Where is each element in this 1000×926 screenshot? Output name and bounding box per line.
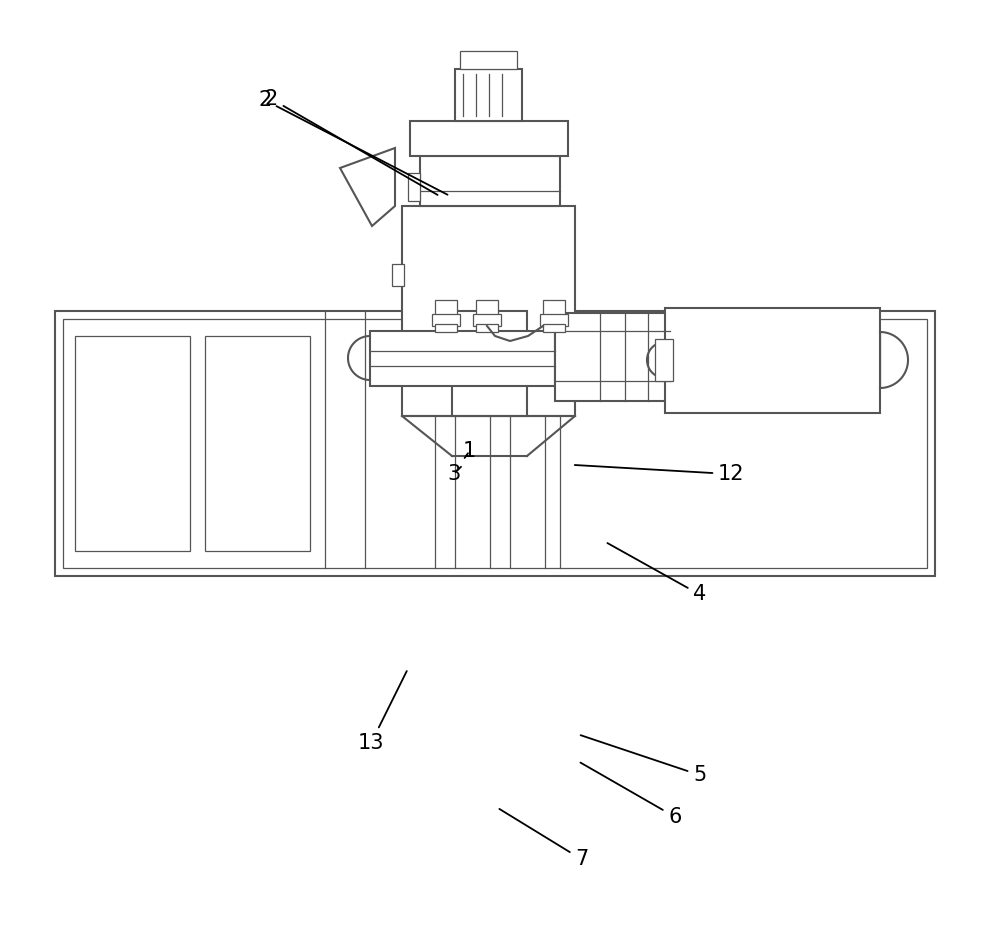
Bar	[435, 300, 457, 316]
Text: 12: 12	[575, 464, 744, 484]
Bar	[392, 264, 404, 286]
Polygon shape	[340, 148, 395, 226]
Bar	[435, 324, 457, 332]
Bar	[476, 300, 498, 316]
Text: 1: 1	[463, 441, 476, 461]
Bar	[410, 121, 568, 156]
Bar	[555, 313, 670, 401]
Bar	[402, 206, 575, 416]
Text: 2: 2	[258, 90, 448, 194]
Text: 13: 13	[358, 671, 407, 753]
Text: 5: 5	[581, 735, 706, 785]
Polygon shape	[402, 416, 575, 456]
Bar	[370, 331, 555, 386]
Bar	[540, 314, 568, 326]
Bar	[205, 336, 310, 551]
Text: 7: 7	[499, 809, 588, 870]
Bar	[543, 300, 565, 316]
Text: 3: 3	[447, 464, 461, 484]
Bar	[408, 173, 420, 201]
Bar	[476, 324, 498, 332]
Bar	[452, 311, 527, 416]
Bar	[460, 51, 517, 69]
Bar	[543, 324, 565, 332]
Bar	[75, 336, 190, 551]
Bar	[655, 339, 673, 381]
Text: 6: 6	[580, 762, 681, 827]
Bar	[432, 314, 460, 326]
Bar	[665, 308, 880, 413]
Bar	[63, 319, 927, 568]
Text: 4: 4	[607, 543, 706, 605]
Bar	[455, 69, 522, 121]
Bar	[55, 311, 935, 576]
Bar	[420, 156, 560, 206]
Text: 2: 2	[265, 89, 438, 194]
Bar	[473, 314, 501, 326]
